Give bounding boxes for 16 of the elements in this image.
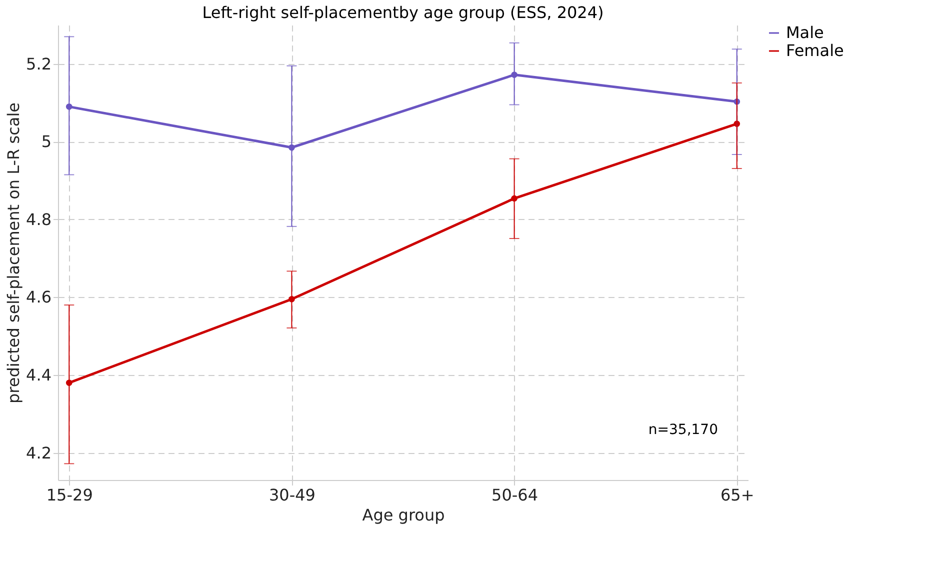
y-tick-label: 5 xyxy=(41,132,52,152)
y-tick-label: 4.8 xyxy=(26,210,52,229)
y-tick-label: 4.2 xyxy=(26,443,52,462)
x-tick-label: 65+ xyxy=(720,486,754,504)
x-tick-label: 30-49 xyxy=(268,486,316,504)
chart-title: Left-right self-placementby age group (ESS, 2024) xyxy=(202,3,604,22)
y-tick-label: 5.2 xyxy=(26,54,52,74)
annotation: n=35,170 xyxy=(648,422,718,438)
y-tick-label: 4.6 xyxy=(26,288,52,307)
x-axis-title: Age group xyxy=(362,506,445,524)
y-axis-title: predicted self-placement on L-R scale xyxy=(4,102,24,404)
x-tick-label: 15-29 xyxy=(46,486,93,504)
x-tick-label: 50-64 xyxy=(492,486,538,504)
legend-label: Female xyxy=(786,41,844,60)
legend-label: Male xyxy=(786,23,824,42)
y-tick-label: 4.4 xyxy=(26,366,52,384)
